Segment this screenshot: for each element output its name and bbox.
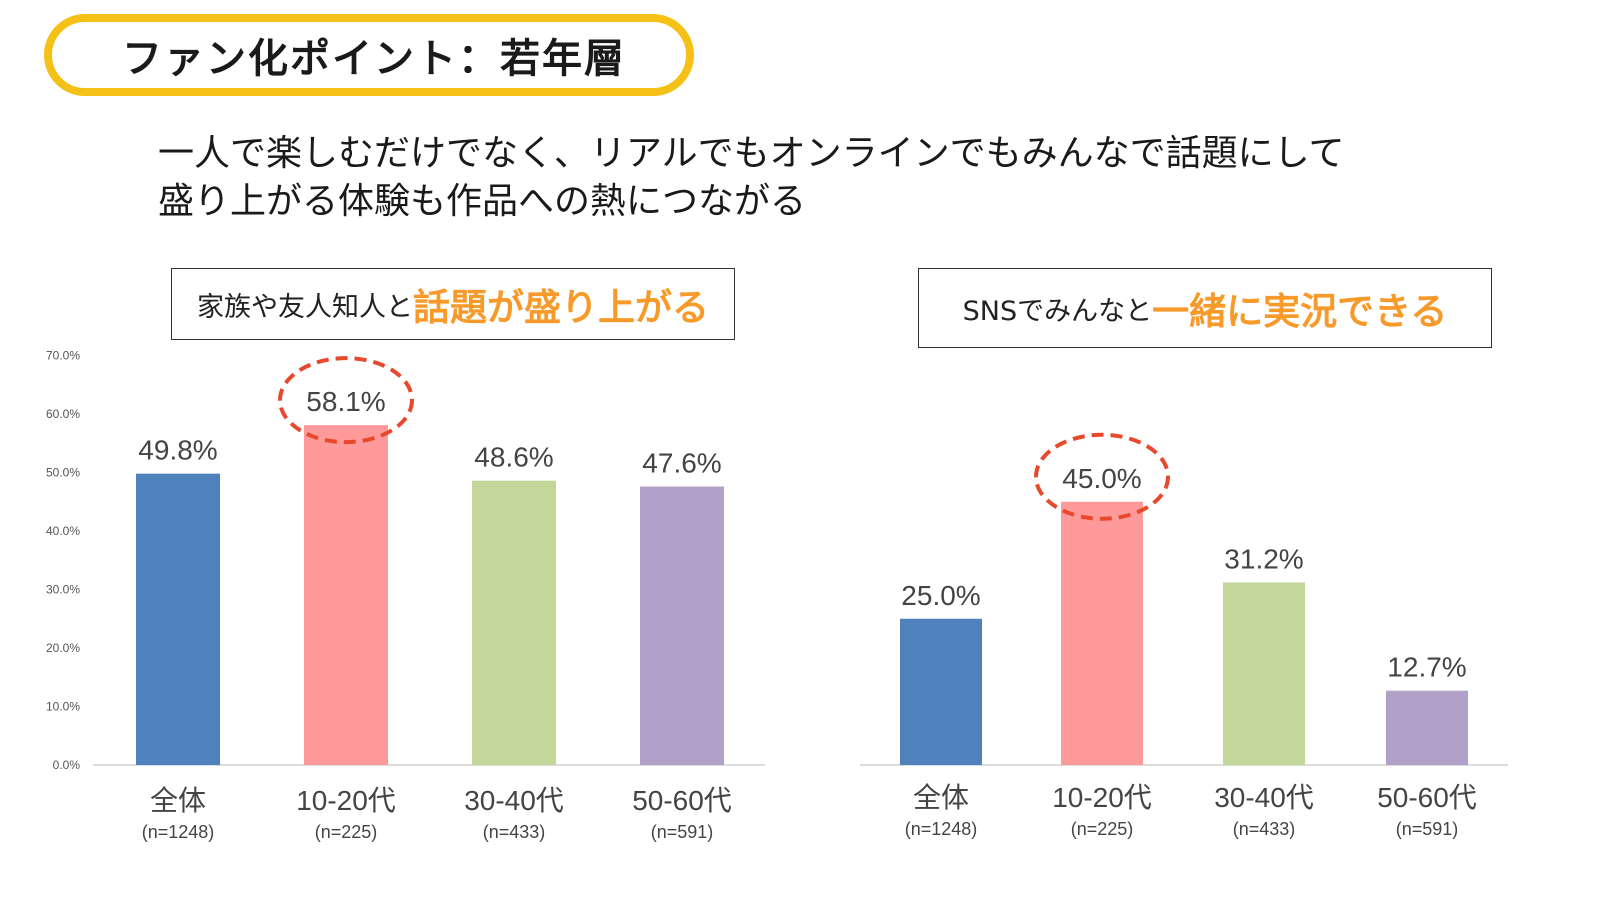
right-chart-title: SNSでみんなと 一緒に実況できる bbox=[918, 268, 1492, 348]
left-data-label-4: 47.6% bbox=[642, 448, 721, 479]
subtitle-line-1: 一人で楽しむだけでなく、リアルでもオンラインでもみんなで話題にして bbox=[158, 133, 1345, 174]
right-category-label-2: 10-20代 bbox=[1052, 782, 1152, 813]
left-highlight-ellipse bbox=[278, 356, 414, 445]
right-data-label-2: 45.0% bbox=[1062, 463, 1141, 494]
left-y-tick-label: 0.0% bbox=[53, 758, 81, 772]
left-bar-3 bbox=[472, 480, 556, 765]
right-bar-2 bbox=[1061, 501, 1143, 765]
right-bar-3 bbox=[1223, 582, 1305, 765]
left-sample-size-4: (n=591) bbox=[651, 822, 714, 842]
right-category-label-3: 30-40代 bbox=[1214, 782, 1314, 813]
left-y-tick-label: 70.0% bbox=[46, 349, 80, 363]
left-sample-size-1: (n=1248) bbox=[142, 822, 215, 842]
left-category-label-3: 30-40代 bbox=[464, 785, 564, 816]
left-category-label-4: 50-60代 bbox=[632, 785, 732, 816]
subtitle-line-2: 盛り上がる体験も作品への熱につながる bbox=[158, 181, 807, 222]
right-highlight-ellipse bbox=[1034, 432, 1170, 521]
left-data-label-1: 49.8% bbox=[138, 435, 217, 466]
right-data-label-3: 31.2% bbox=[1224, 543, 1303, 574]
right-sample-size-4: (n=591) bbox=[1396, 819, 1459, 839]
left-data-label-2: 58.1% bbox=[306, 386, 385, 417]
right-chart-title-plain: SNSでみんなと bbox=[962, 295, 1153, 327]
left-category-label-2: 10-20代 bbox=[296, 785, 396, 816]
left-chart-title-highlight: 話題が盛り上がる bbox=[413, 286, 709, 329]
right-bar-4 bbox=[1386, 690, 1468, 765]
left-y-tick-label: 10.0% bbox=[46, 700, 80, 714]
left-category-label-1: 全体 bbox=[150, 785, 206, 816]
page-title: ファン化ポイント：若年層 bbox=[44, 14, 694, 96]
left-y-tick-label: 50.0% bbox=[46, 466, 80, 480]
left-bar-4 bbox=[640, 486, 724, 765]
right-bar-1 bbox=[900, 618, 982, 765]
left-chart-title-plain: 家族や友人知人と bbox=[197, 291, 413, 323]
left-chart-title: 家族や友人知人と 話題が盛り上がる bbox=[171, 268, 735, 340]
subtitle: 一人で楽しむだけでなく、リアルでもオンラインでもみんなで話題にして 盛り上がる体… bbox=[158, 130, 1345, 226]
right-chart-title-highlight: 一緒に実況できる bbox=[1152, 290, 1448, 333]
right-sample-size-3: (n=433) bbox=[1233, 819, 1296, 839]
right-data-label-4: 12.7% bbox=[1387, 652, 1466, 683]
left-data-label-3: 48.6% bbox=[474, 442, 553, 473]
left-bar-2 bbox=[304, 425, 388, 765]
right-category-label-4: 50-60代 bbox=[1377, 782, 1477, 813]
left-y-tick-label: 60.0% bbox=[46, 407, 80, 421]
left-y-tick-label: 30.0% bbox=[46, 583, 80, 597]
left-sample-size-2: (n=225) bbox=[315, 822, 378, 842]
right-data-label-1: 25.0% bbox=[901, 580, 980, 611]
right-sample-size-2: (n=225) bbox=[1071, 819, 1134, 839]
left-y-tick-label: 20.0% bbox=[46, 641, 80, 655]
left-sample-size-3: (n=433) bbox=[483, 822, 546, 842]
left-y-tick-label: 40.0% bbox=[46, 524, 80, 538]
right-category-label-1: 全体 bbox=[913, 782, 969, 813]
right-sample-size-1: (n=1248) bbox=[905, 819, 978, 839]
left-bar-1 bbox=[136, 473, 220, 765]
